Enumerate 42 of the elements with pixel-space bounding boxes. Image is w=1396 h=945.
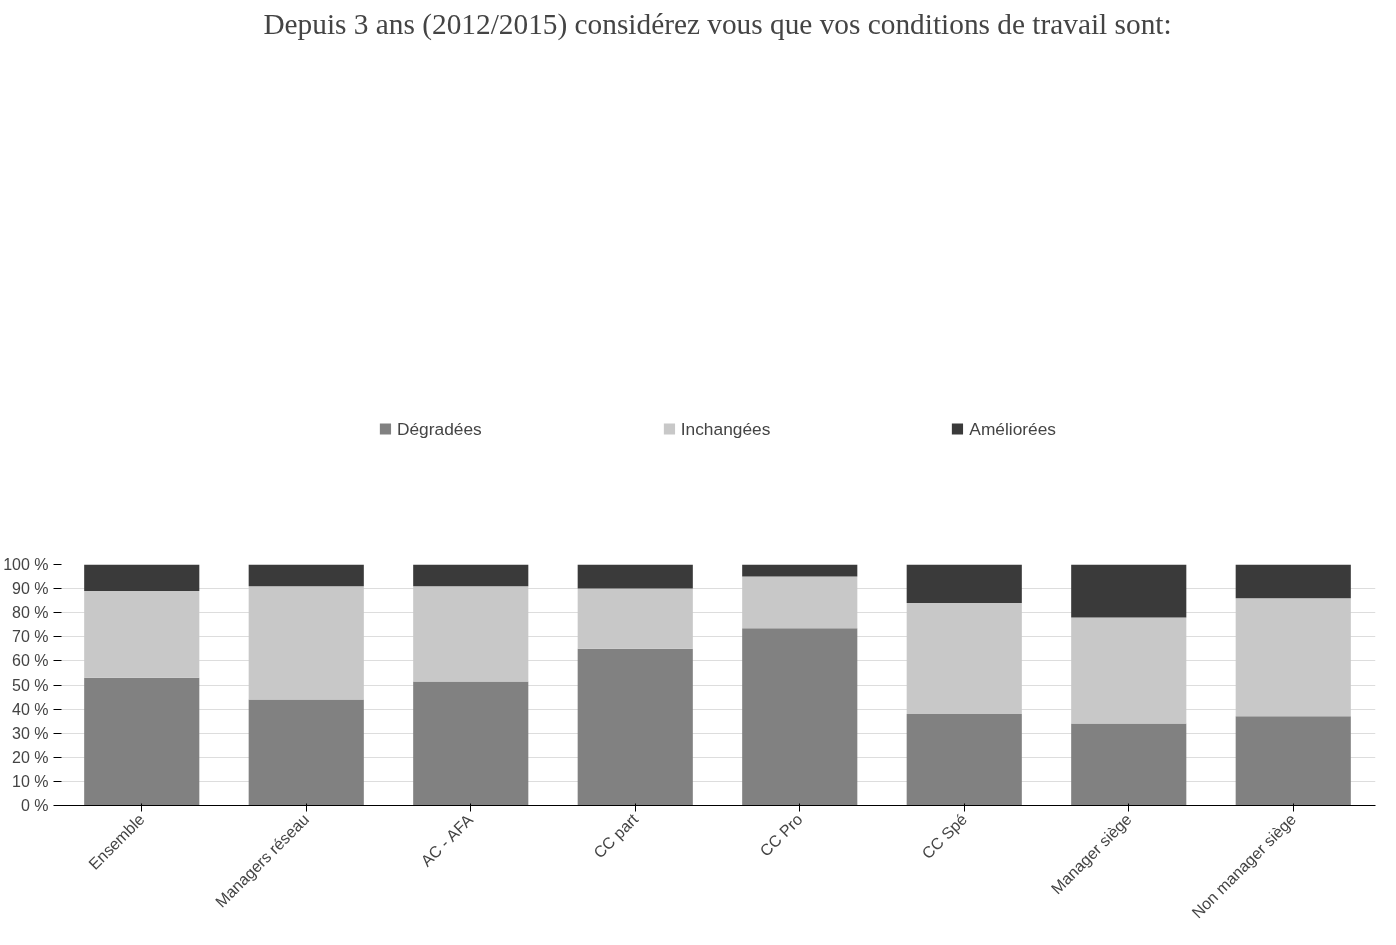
bar	[84, 677, 200, 806]
bar	[248, 699, 364, 806]
y-tick-label: 30 %	[12, 724, 49, 742]
x-tick-label: CC Pro	[756, 810, 806, 860]
bar	[577, 648, 693, 806]
bar	[413, 681, 529, 806]
bar	[577, 564, 693, 589]
legend-label: Inchangées	[680, 418, 771, 440]
y-tick-label: 70 %	[12, 628, 49, 646]
y-tick-label: 100 %	[3, 556, 49, 573]
bar	[413, 564, 529, 587]
y-tick-label: 90 %	[12, 580, 49, 598]
bar	[1235, 716, 1351, 806]
bar	[742, 576, 858, 629]
bar	[742, 628, 858, 806]
y-tick-label: 60 %	[12, 652, 49, 670]
bar	[248, 586, 364, 700]
bar	[906, 564, 1022, 604]
legend-label: Dégradées	[396, 418, 482, 440]
bar	[1071, 564, 1187, 618]
bar	[84, 591, 200, 678]
bar	[577, 588, 693, 649]
x-tick-label: CC Spé	[918, 810, 971, 863]
bar	[413, 586, 529, 682]
y-tick-label: 80 %	[12, 604, 49, 622]
y-tick-label: 40 %	[12, 700, 49, 718]
chart-title: Depuis 3 ans (2012/2015) considérez vous que vos conditions de travail sont:	[263, 7, 1172, 41]
bar	[906, 713, 1022, 806]
bar	[906, 603, 1022, 714]
bar	[1071, 723, 1187, 806]
x-tick-label: AC - AFA	[417, 810, 477, 870]
bar	[84, 564, 200, 592]
y-tick-label: 10 %	[12, 772, 49, 790]
bar	[742, 564, 858, 577]
y-tick-label: 0 %	[20, 797, 49, 814]
y-tick-label: 50 %	[12, 676, 49, 694]
bar	[248, 564, 364, 587]
y-tick-label: 20 %	[12, 748, 49, 766]
legend-label: Améliorées	[969, 418, 1057, 440]
bar	[1071, 617, 1187, 724]
bar	[1235, 598, 1351, 717]
bar	[1235, 564, 1351, 599]
